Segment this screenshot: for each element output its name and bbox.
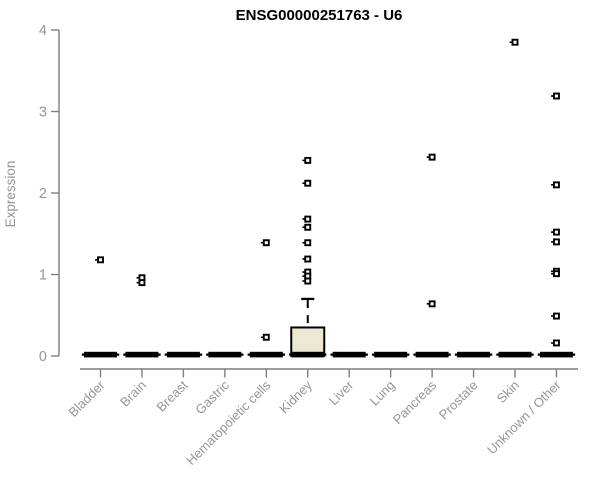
- x-axis-category-label: Lung: [367, 378, 398, 409]
- median-bar: [84, 351, 117, 358]
- median-bar: [539, 351, 573, 358]
- x-axis-category-label: Prostate: [436, 378, 481, 423]
- x-axis-category-label: Liver: [326, 377, 357, 408]
- x-axis-category-label: Unknown / Other: [484, 377, 564, 457]
- outlier-point: [553, 339, 560, 347]
- outlier-point: [428, 300, 436, 308]
- outlier-point: [97, 256, 104, 264]
- median-bar: [249, 351, 283, 358]
- box-iqr: [290, 326, 326, 357]
- outlier-point: [553, 312, 560, 320]
- outlier-point: [428, 153, 436, 161]
- outlier-point: [304, 239, 312, 247]
- y-axis-tick-label: 0: [39, 349, 47, 365]
- x-axis-category-label: Brain: [117, 378, 149, 410]
- median-bar: [374, 351, 408, 358]
- outlier-point: [304, 277, 312, 285]
- chart-title: ENSG00000251763 - U6: [235, 7, 403, 24]
- outlier-point: [553, 270, 560, 278]
- outlier-point: [262, 239, 270, 247]
- outlier-point: [553, 181, 560, 189]
- outlier-point: [304, 255, 312, 263]
- median-bar: [208, 351, 242, 358]
- median-bar: [166, 351, 200, 358]
- outlier-point: [553, 228, 560, 236]
- outlier-point: [262, 333, 270, 341]
- x-axis-category-label: Pancreas: [390, 377, 440, 427]
- outlier-point: [304, 215, 312, 223]
- median-bar: [291, 351, 325, 358]
- x-axis-category-label: Skin: [494, 378, 522, 406]
- y-axis-tick-label: 3: [39, 105, 47, 121]
- x-axis-category-label: Gastric: [192, 377, 232, 417]
- x-axis-category-label: Breast: [153, 377, 190, 414]
- x-axis-category-label: Kidney: [276, 377, 315, 416]
- outlier-point: [138, 279, 146, 287]
- x-axis-category-label: Bladder: [65, 377, 108, 420]
- y-axis-tick-label: 1: [39, 268, 47, 284]
- median-bar: [415, 351, 449, 358]
- median-bar: [125, 351, 159, 358]
- y-axis-tick-label: 2: [39, 186, 47, 202]
- median-bar: [498, 351, 532, 358]
- outlier-point: [511, 38, 519, 46]
- y-axis-tick-label: 4: [39, 23, 47, 39]
- outlier-point: [553, 92, 560, 100]
- outlier-point: [304, 156, 312, 164]
- outlier-point: [304, 223, 312, 231]
- median-bar: [332, 351, 366, 358]
- outlier-point: [304, 179, 312, 187]
- median-bar: [457, 351, 491, 358]
- outlier-point: [553, 238, 560, 246]
